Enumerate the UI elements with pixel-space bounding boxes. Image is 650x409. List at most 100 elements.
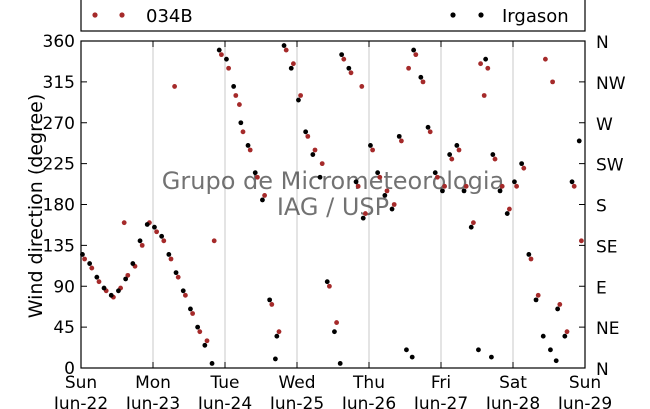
x-tick-label-date: Jun-27 <box>413 394 468 409</box>
point-irgason <box>195 324 201 330</box>
point-034b <box>543 56 548 62</box>
x-tick-label-date: Jun-22 <box>53 394 108 409</box>
point-034b <box>283 47 289 53</box>
point-irgason <box>447 152 453 157</box>
y-tick-label: 360 <box>43 32 75 52</box>
point-irgason <box>569 179 575 185</box>
point-irgason <box>409 354 415 360</box>
point-034b <box>579 238 584 244</box>
y-right-tick-label: N <box>596 33 609 53</box>
y-axis-label: Wind direction (degree) <box>25 94 47 319</box>
point-irgason <box>87 261 93 266</box>
point-034b <box>175 274 181 280</box>
point-irgason <box>497 188 503 194</box>
point-irgason <box>533 297 539 303</box>
point-irgason <box>553 358 559 364</box>
point-034b <box>348 70 354 76</box>
x-tick-label-day: Sat <box>499 373 527 393</box>
point-034b <box>96 279 102 285</box>
legend-marker <box>119 12 125 18</box>
point-034b <box>197 329 203 335</box>
y-right-tick-label: SW <box>596 156 624 176</box>
x-tick-label-date: Jun-26 <box>341 394 396 409</box>
point-irgason <box>432 170 438 176</box>
point-irgason <box>123 276 129 282</box>
point-irgason <box>252 170 258 176</box>
point-irgason <box>130 261 136 266</box>
y-tick-label: 315 <box>43 73 75 93</box>
point-irgason <box>180 288 186 294</box>
point-irgason <box>173 270 179 276</box>
point-irgason <box>202 342 208 348</box>
point-irgason <box>238 120 244 126</box>
point-034b <box>298 93 303 98</box>
point-irgason <box>216 47 222 53</box>
point-034b <box>168 256 174 262</box>
y-axis-right: N NE E SE S SW W NW N <box>579 33 626 380</box>
point-irgason <box>375 170 381 176</box>
point-irgason <box>360 215 366 221</box>
point-034b <box>478 61 483 67</box>
point-irgason <box>555 306 561 312</box>
point-034b <box>82 256 87 262</box>
legend-label: 034B <box>146 6 193 27</box>
y-tick-label: 270 <box>43 114 75 134</box>
point-irgason <box>166 252 172 257</box>
y-right-tick-label: SE <box>596 237 618 257</box>
point-034b <box>172 84 178 89</box>
point-irgason <box>337 361 343 366</box>
point-irgason <box>267 297 273 303</box>
point-irgason <box>353 179 359 185</box>
point-irgason <box>224 56 229 62</box>
point-034b <box>211 238 217 244</box>
point-034b <box>219 52 224 58</box>
point-034b <box>237 102 242 107</box>
x-tick-label-date: Jun-23 <box>125 394 180 409</box>
point-irgason <box>483 56 489 62</box>
point-irgason <box>389 206 395 212</box>
y-right-tick-label: W <box>596 115 613 135</box>
point-irgason <box>108 292 114 298</box>
point-034b <box>463 183 469 189</box>
point-034b <box>399 138 404 144</box>
point-034b <box>384 188 390 194</box>
point-034b <box>139 242 145 248</box>
point-irgason <box>310 152 316 157</box>
point-irgason <box>468 224 474 230</box>
point-034b <box>499 183 505 189</box>
point-034b <box>528 256 534 262</box>
data-points <box>80 43 584 366</box>
watermark-line-2: IAG / USP <box>277 193 389 221</box>
point-034b <box>514 183 519 189</box>
y-axis-left: 0 45 90 135 180 225 270 315 360 <box>43 32 87 379</box>
x-tick-label-day: Mon <box>135 373 171 393</box>
point-irgason <box>94 274 100 280</box>
y-right-tick-label: E <box>596 278 607 298</box>
point-034b <box>161 238 167 244</box>
point-034b <box>291 61 296 67</box>
point-irgason <box>404 347 409 353</box>
point-irgason <box>368 143 373 148</box>
point-irgason <box>116 288 121 294</box>
y-right-tick-label: S <box>596 197 607 217</box>
point-irgason <box>296 97 301 103</box>
point-irgason <box>288 65 294 71</box>
point-irgason <box>137 238 143 244</box>
point-034b <box>456 147 462 153</box>
point-irgason <box>324 279 330 285</box>
legend-box <box>80 0 586 32</box>
point-034b <box>481 93 487 98</box>
point-034b <box>413 52 419 58</box>
point-034b <box>341 56 347 62</box>
x-tick-label-day: Wed <box>278 373 315 393</box>
point-034b <box>370 147 375 153</box>
point-irgason <box>454 143 460 148</box>
point-034b <box>363 211 368 216</box>
point-irgason <box>490 152 496 157</box>
point-034b <box>262 193 267 198</box>
point-034b <box>269 302 275 307</box>
point-034b <box>255 174 260 180</box>
point-irgason <box>188 306 193 312</box>
x-tick-label-date: Jun-24 <box>197 394 252 409</box>
point-034b <box>435 174 440 180</box>
